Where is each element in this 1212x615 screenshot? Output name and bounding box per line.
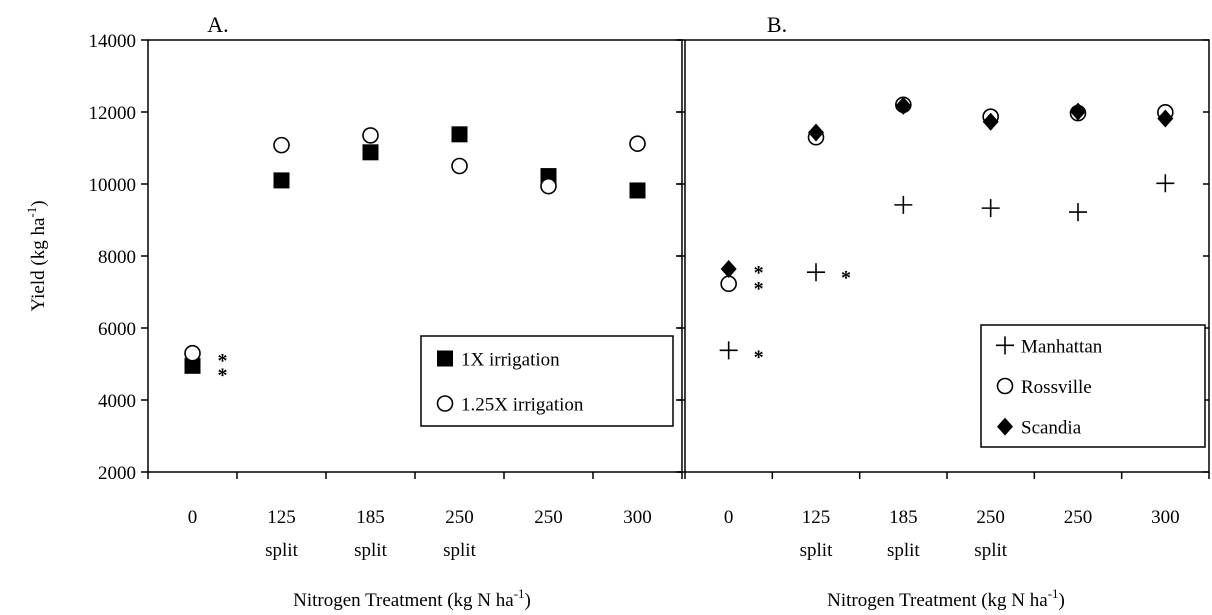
data-point-manhattan <box>720 341 738 359</box>
x-axis-label-main: Nitrogen Treatment (kg N ha <box>293 590 514 611</box>
data-point-1-25x-irrigation <box>452 159 467 174</box>
data-point-manhattan <box>1069 203 1087 221</box>
panel-label: A. <box>207 12 228 37</box>
y-axis-label: Yield (kg ha-1) <box>24 200 49 311</box>
data-point-1x-irrigation <box>363 144 379 160</box>
legend: Manhattan Rossville Scandia <box>981 325 1205 447</box>
x-tick-sublabel: split <box>974 540 1007 561</box>
legend: 1X irrigation 1.25X irrigation <box>421 336 673 426</box>
y-tick-label: 8000 <box>98 247 136 268</box>
data-point-manhattan <box>807 263 825 281</box>
x-axis-label: Nitrogen Treatment (kg N ha-1) <box>293 586 531 611</box>
x-axis-label-main: Nitrogen Treatment (kg N ha <box>827 590 1048 611</box>
y-axis-label-main: Yield (kg ha <box>28 217 49 311</box>
data-point-manhattan <box>894 196 912 214</box>
x-axis-label-end: ) <box>1059 590 1065 611</box>
legend-label: Manhattan <box>1021 336 1103 357</box>
data-point-1-25x-irrigation <box>274 138 289 153</box>
legend-marker-1-25x-irrigation <box>438 396 453 411</box>
legend-label: 1.25X irrigation <box>461 395 584 416</box>
x-tick-label: 185 <box>889 507 918 528</box>
x-tick-label: 0 <box>724 507 734 528</box>
x-axis-label-superscript: -1 <box>514 586 525 601</box>
data-point-1-25x-irrigation <box>630 136 645 151</box>
panel-label: B. <box>767 12 787 37</box>
data-point-manhattan <box>1156 174 1174 192</box>
x-tick-sublabel: split <box>354 540 387 561</box>
panel-a: 2000 4000 6000 8000 10000 12000 14000 0 125 split… <box>89 12 683 561</box>
x-tick-label: 300 <box>623 507 652 528</box>
x-tick-label: 250 <box>976 507 1005 528</box>
x-axis-label: Nitrogen Treatment (kg N ha-1) <box>827 586 1065 611</box>
y-tick-label: 12000 <box>89 103 137 124</box>
data-point-scandia <box>721 260 737 278</box>
x-tick-label: 185 <box>356 507 385 528</box>
x-tick-sublabel: split <box>265 540 298 561</box>
x-tick-sublabel: split <box>887 540 920 561</box>
legend-marker-rossville <box>998 379 1013 394</box>
significance-star: * <box>218 364 228 386</box>
legend-label: Scandia <box>1021 418 1082 439</box>
legend-label: 1X irrigation <box>461 350 560 371</box>
y-axis-label-superscript: -1 <box>24 207 39 218</box>
x-axis-label-end: ) <box>525 590 531 611</box>
x-tick-label: 0 <box>188 507 198 528</box>
data-point-rossville <box>721 276 736 291</box>
y-tick-label: 4000 <box>98 391 136 412</box>
y-tick-label: 2000 <box>98 463 136 484</box>
significance-star: * <box>754 278 764 300</box>
data-point-1x-irrigation <box>630 182 646 198</box>
y-tick-label: 10000 <box>89 175 137 196</box>
significance-star: * <box>841 267 851 289</box>
legend-label: Rossville <box>1021 377 1092 398</box>
legend-marker-1x-irrigation <box>437 351 453 367</box>
data-point-1-25x-irrigation <box>541 179 556 194</box>
x-tick-sublabel: split <box>800 540 833 561</box>
x-tick-label: 250 <box>534 507 563 528</box>
y-tick-label: 14000 <box>89 31 137 52</box>
y-tick-label: 6000 <box>98 319 136 340</box>
y-axis-label-end: ) <box>28 200 49 206</box>
x-tick-label: 125 <box>267 507 296 528</box>
significance-star: * <box>754 346 764 368</box>
x-tick-sublabel: split <box>443 540 476 561</box>
x-tick-label: 300 <box>1151 507 1180 528</box>
x-tick-label: 125 <box>802 507 831 528</box>
data-point-1-25x-irrigation <box>363 128 378 143</box>
data-point-1-25x-irrigation <box>185 346 200 361</box>
x-axis-label-superscript: -1 <box>1048 586 1059 601</box>
data-point-manhattan <box>982 199 1000 217</box>
data-point-1x-irrigation <box>452 126 468 142</box>
x-tick-label: 250 <box>1064 507 1093 528</box>
x-tick-label: 250 <box>445 507 474 528</box>
data-point-1x-irrigation <box>274 172 290 188</box>
